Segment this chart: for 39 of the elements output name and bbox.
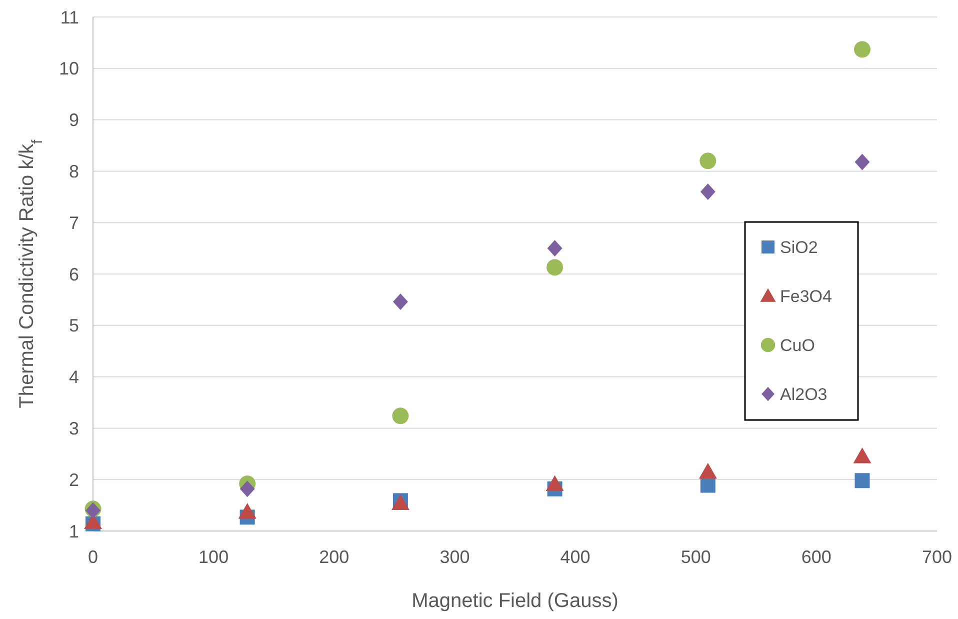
x-tick-label: 500 <box>680 547 711 567</box>
x-tick-label: 600 <box>801 547 832 567</box>
point <box>546 475 564 491</box>
y-tick-label: 4 <box>68 367 79 388</box>
x-tick-label: 0 <box>88 547 98 567</box>
y-tick-label: 3 <box>68 418 79 438</box>
y-tick-label: 8 <box>68 162 79 182</box>
x-tick-label: 700 <box>922 547 952 567</box>
point <box>854 473 870 488</box>
x-tick-label: 100 <box>198 547 229 567</box>
y-tick-label: 2 <box>68 470 79 490</box>
y-tick-label: 5 <box>68 316 79 336</box>
y-tick-label: 11 <box>60 7 79 28</box>
point <box>392 408 409 424</box>
point <box>546 259 564 276</box>
y-tick-label: 10 <box>58 58 79 79</box>
point <box>240 480 255 498</box>
point <box>547 240 562 257</box>
legend-label: SiO2 <box>780 238 818 257</box>
point <box>698 462 717 479</box>
x-tick-label: 300 <box>440 547 470 567</box>
point <box>854 154 870 170</box>
point <box>700 478 716 493</box>
point <box>853 447 872 464</box>
legend-label: CuO <box>780 336 815 355</box>
x-axis-title: Magnetic Field (Gauss) <box>412 590 618 612</box>
x-tick-label: 400 <box>560 547 590 567</box>
point <box>700 152 716 170</box>
point <box>854 41 870 58</box>
legend-label: Al2O3 <box>780 384 828 404</box>
point <box>238 502 256 519</box>
y-tick-label: 6 <box>68 264 79 284</box>
y-tick-label: 7 <box>68 212 79 233</box>
y-tick-label: 9 <box>68 110 79 130</box>
legend-label: Fe3O4 <box>780 286 832 306</box>
y-tick-label: 1 <box>68 521 79 542</box>
point <box>700 184 716 200</box>
point <box>392 294 408 310</box>
x-tick-label: 200 <box>319 547 350 567</box>
